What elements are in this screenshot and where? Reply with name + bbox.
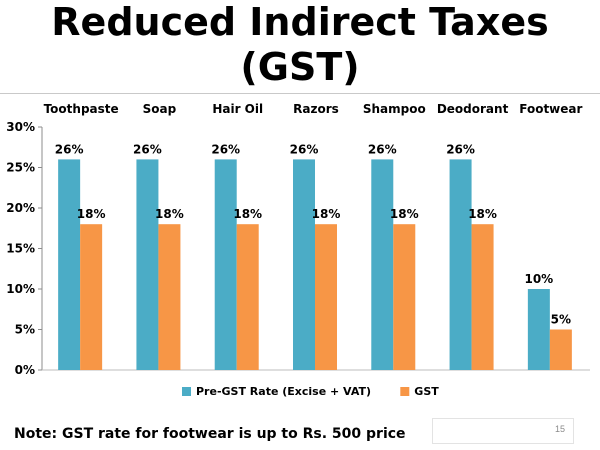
pre-gst-data-label: 26% [211, 142, 240, 156]
pre-gst-bar [371, 159, 394, 370]
legend-swatch [182, 387, 191, 396]
gst-bar [393, 224, 416, 370]
pre-gst-data-label: 26% [133, 142, 162, 156]
y-tick-label: 15% [6, 242, 35, 256]
slide-title-line-2: (GST) [240, 45, 360, 89]
pre-gst-bar [214, 159, 237, 370]
category-label: Shampoo [363, 102, 426, 116]
category-label: Razors [293, 102, 339, 116]
page-number-box: 15 [432, 418, 574, 444]
gst-bar [158, 224, 181, 370]
category-label: Toothpaste [44, 102, 119, 116]
gst-data-label: 18% [233, 207, 262, 221]
pre-gst-data-label: 26% [55, 142, 84, 156]
legend-label: GST [414, 385, 439, 398]
gst-data-label: 5% [551, 313, 571, 327]
footnote: Note: GST rate for footwear is up to Rs.… [14, 426, 406, 442]
pre-gst-data-label: 26% [290, 142, 319, 156]
pre-gst-bar [449, 159, 472, 370]
legend-swatch [400, 387, 410, 396]
category-label: Hair Oil [212, 102, 263, 116]
gst-bar [80, 224, 103, 370]
pre-gst-data-label: 26% [446, 142, 475, 156]
gst-bar [315, 224, 337, 370]
gst-data-label: 18% [390, 207, 419, 221]
y-tick-label: 20% [6, 201, 35, 215]
title-divider [0, 93, 600, 94]
category-label: Footwear [519, 102, 582, 116]
slide-title-line-1: Reduced Indirect Taxes [51, 0, 549, 44]
y-tick-label: 25% [6, 161, 35, 175]
gst-bar [471, 224, 494, 370]
pre-gst-bar [293, 159, 315, 370]
gst-data-label: 18% [468, 207, 497, 221]
gst-data-label: 18% [155, 207, 184, 221]
gst-data-label: 18% [312, 207, 341, 221]
gst-data-label: 18% [77, 207, 106, 221]
bar-chart: 0% 5% 10% 15% 20% 25% 30% Toothpaste Soap Hair Oi… [6, 102, 590, 398]
pre-gst-data-label: 26% [368, 142, 397, 156]
category-label: Soap [143, 102, 177, 116]
y-tick-label: 30% [6, 120, 35, 134]
pre-gst-bar [136, 159, 159, 370]
gst-bar [236, 224, 259, 370]
pre-gst-data-label: 10% [524, 272, 553, 286]
pre-gst-bar [527, 289, 550, 370]
y-tick-label: 5% [15, 323, 35, 337]
y-tick-label: 10% [6, 282, 35, 296]
legend-label: Pre-GST Rate (Excise + VAT) [196, 385, 371, 398]
category-label: Deodorant [437, 102, 509, 116]
y-tick-label: 0% [15, 363, 35, 377]
pre-gst-bar [58, 159, 81, 370]
page-number: 15 [554, 424, 565, 434]
gst-bar [549, 329, 572, 370]
